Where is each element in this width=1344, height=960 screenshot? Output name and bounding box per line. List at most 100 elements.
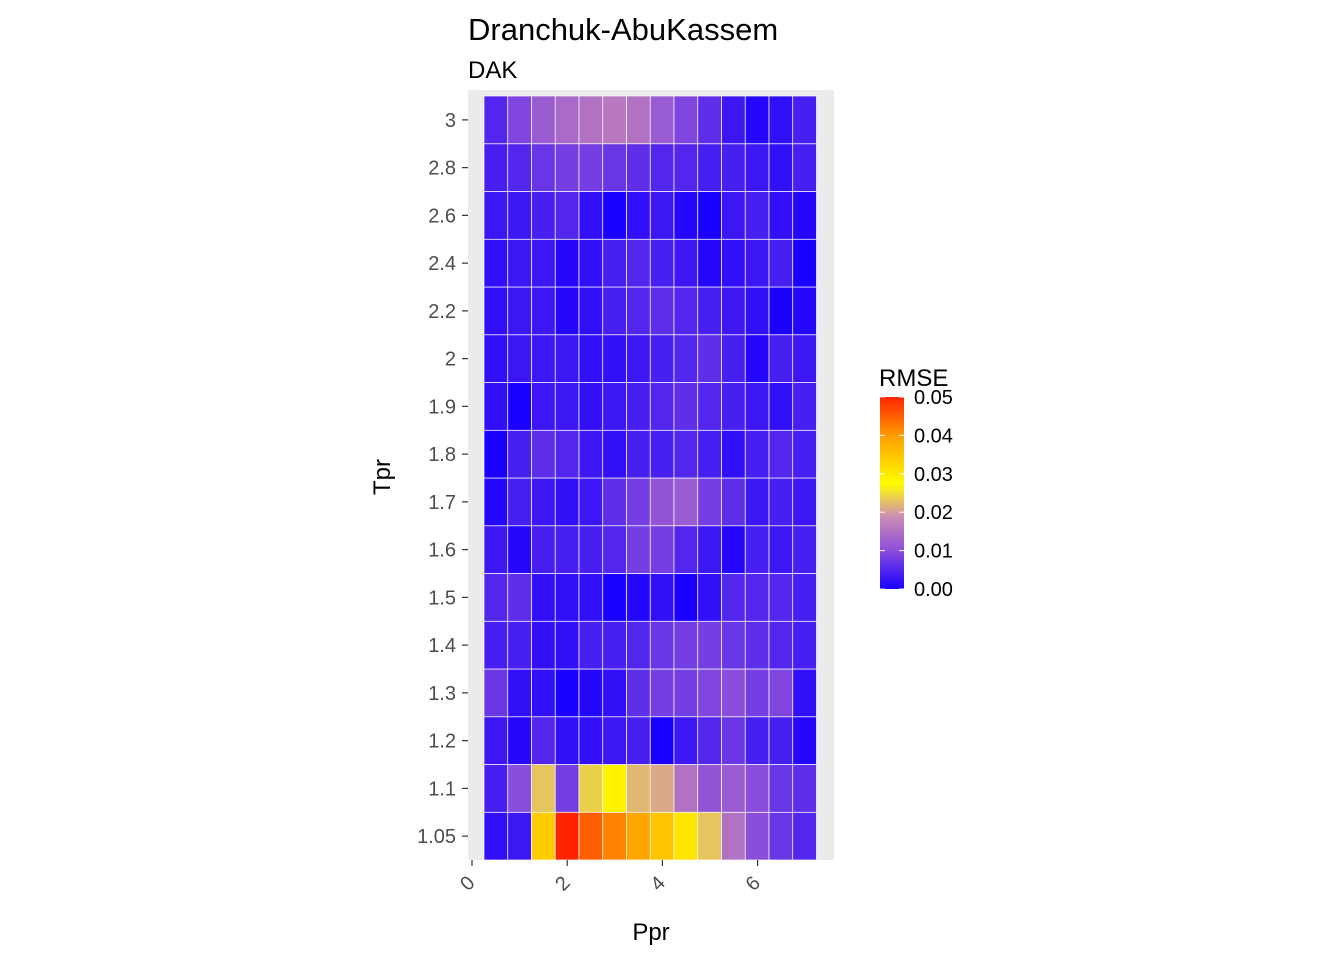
heatmap-cell [578,573,604,622]
heatmap-cell [626,334,651,383]
heatmap-cell [697,764,722,813]
heatmap-cell [554,477,580,527]
heatmap-cell [697,477,722,527]
heatmap-cell [531,716,556,765]
heatmap-cell [554,764,580,813]
heatmap-cell [626,811,651,861]
heatmap-cell [768,382,794,431]
heatmap-cell [602,429,627,479]
heatmap-cell [507,143,532,192]
heatmap-cell [697,334,722,383]
heatmap-cell [507,620,532,670]
heatmap-cell [744,811,770,861]
heatmap-cell [626,382,651,431]
heatmap-cell [744,525,770,574]
heatmap-cell [649,429,675,479]
heatmap-cell [554,811,580,861]
heatmap-cell [792,286,817,336]
heatmap-cell [507,764,532,813]
heatmap-cell [602,286,627,336]
heatmap-cell [483,620,509,670]
heatmap-cell [673,525,699,574]
heatmap-cell [626,429,651,479]
heatmap-cell [578,334,604,383]
heatmap-cell [483,334,509,383]
heatmap-cell [697,573,722,622]
heatmap-cell [768,620,794,670]
heatmap-cell [554,716,580,765]
heatmap-cell [649,573,675,622]
heatmap-cell [531,191,556,240]
heatmap-cell [649,477,675,527]
heatmap-cell [602,716,627,765]
heatmap-cell [483,477,509,527]
heatmap-cell [721,811,746,861]
heatmap-cell [531,286,556,336]
y-tick-label: 1.9 [428,396,456,418]
y-tick-label: 1.2 [428,731,456,753]
y-axis: 1.05 1.1 1.2 1.3 1.4 1.5 1.6 1.7 1.8 1.9 2 2.2 2.4 2.… [417,110,468,848]
heatmap-cell [768,191,794,240]
heatmap-cell [531,525,556,574]
heatmap-cell [768,334,794,383]
heatmap-cell [483,382,509,431]
y-tick-label: 1.3 [428,683,456,705]
heatmap-cell [578,143,604,192]
heatmap-cell [531,334,556,383]
heatmap-cell [792,334,817,383]
heatmap-cell [721,382,746,431]
heatmap-cell [673,334,699,383]
heatmap-cell [792,382,817,431]
heatmap-cell [626,143,651,192]
y-tick-label: 1.05 [417,826,456,848]
legend-break-label: 0.00 [914,579,953,601]
legend-break-label: 0.05 [914,387,953,409]
heatmap-cell [697,382,722,431]
heatmap-cell [578,191,604,240]
heatmap-cell [578,286,604,336]
heatmap-cell [744,334,770,383]
heatmap-cell [483,573,509,622]
heatmap-cell [483,238,509,288]
heatmap-cell [649,238,675,288]
heatmap-cell [673,429,699,479]
heatmap-cell [721,238,746,288]
heatmap-cell [531,429,556,479]
x-tick-label: 0 [456,872,479,895]
heatmap-cell [483,764,509,813]
heatmap-cell [554,382,580,431]
heatmap-cell [792,477,817,527]
legend: RMSE 0.05 0.04 0.03 0.02 0.01 0.00 [879,365,953,601]
heatmap-cell [768,286,794,336]
y-tick-label: 1.1 [428,778,456,800]
chart-subtitle: DAK [468,57,517,84]
heatmap-cell [721,525,746,574]
heatmap-cell [744,477,770,527]
heatmap-cell [673,716,699,765]
heatmap-cell [673,811,699,861]
heatmap-cell [578,716,604,765]
heatmap-cell [744,238,770,288]
y-tick-label: 1.4 [428,635,456,657]
y-tick-label: 1.5 [428,587,456,609]
heatmap-cell [507,286,532,336]
heatmap-cell [507,573,532,622]
heatmap-cell [697,238,722,288]
x-tick-label: 4 [646,872,669,895]
y-tick-label: 1.6 [428,540,456,562]
x-tick-label: 2 [551,872,574,895]
heatmap-cell [554,286,580,336]
heatmap-cell [721,95,746,145]
y-tick-label: 2.6 [428,205,456,227]
heatmap-cell [602,811,627,861]
heatmap-cell [792,238,817,288]
heatmap-cell [626,764,651,813]
heatmap-cell [483,191,509,240]
heatmap-cell [554,668,580,718]
heatmap-cell [721,764,746,813]
heatmap-cell [507,334,532,383]
heatmap-cell [697,668,722,718]
y-tick-label: 2 [445,349,456,371]
heatmap-cell [507,525,532,574]
